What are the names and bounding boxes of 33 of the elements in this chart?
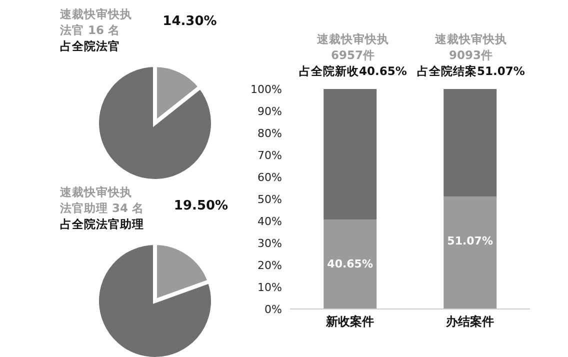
- y-tick-label: 60%: [258, 170, 282, 184]
- text: 占全院新收40.65%: [299, 64, 407, 78]
- bar: [444, 196, 497, 309]
- y-tick-label: 50%: [258, 192, 282, 206]
- y-tick-label: 80%: [258, 126, 282, 140]
- text: 速裁快审快执: [434, 31, 508, 47]
- data-label: 51.07%: [447, 234, 494, 248]
- bar: [324, 220, 377, 309]
- text: 速裁快审快执: [60, 6, 132, 22]
- data-label: 40.65%: [327, 258, 374, 271]
- text: 法官 16 名: [60, 22, 122, 38]
- data-label: 19.50%: [174, 198, 228, 214]
- bar: [324, 89, 377, 220]
- x-tick-label: 办结案件: [445, 314, 494, 329]
- text: 速裁快审快执: [316, 31, 390, 47]
- y-tick-label: 100%: [250, 82, 282, 96]
- bar: [444, 89, 497, 197]
- text: 占全院结案51.07%: [417, 64, 525, 78]
- text: 占全院法官: [60, 38, 121, 54]
- y-tick-label: 40%: [258, 214, 282, 228]
- text: 9093件: [448, 47, 494, 63]
- data-label: 14.30%: [162, 14, 217, 29]
- x-tick-label: 新收案件: [325, 314, 374, 329]
- y-tick-label: 90%: [258, 104, 282, 118]
- text: 法官助理 34 名: [60, 200, 144, 216]
- y-tick-label: 30%: [258, 236, 282, 250]
- text: 速裁快审快执: [60, 184, 133, 200]
- y-tick-label: 0%: [264, 302, 282, 316]
- text: 6957件: [330, 47, 376, 63]
- text: 占全院法官助理: [60, 216, 144, 232]
- y-tick-label: 20%: [258, 258, 282, 272]
- y-tick-label: 10%: [258, 280, 282, 294]
- y-tick-label: 70%: [258, 148, 282, 162]
